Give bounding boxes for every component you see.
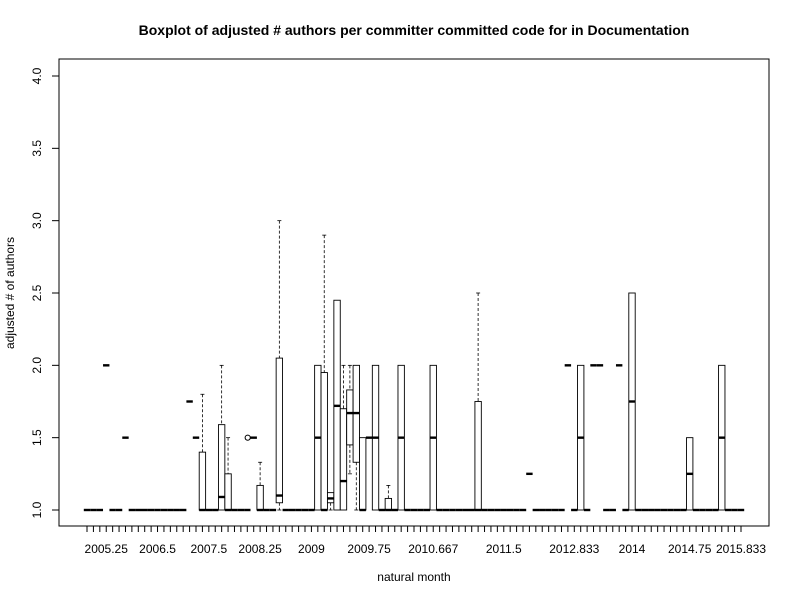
x-tick-label: 2007.5 xyxy=(190,542,227,556)
box-item xyxy=(244,434,257,441)
x-tick-label: 2014 xyxy=(619,542,646,556)
box-item xyxy=(429,364,437,511)
y-tick-label: 2.5 xyxy=(30,284,44,301)
box-rect xyxy=(339,408,348,511)
x-tick-label: 2011.5 xyxy=(486,542,522,556)
box-item xyxy=(198,393,207,512)
box-rect xyxy=(320,372,328,511)
boxes-group xyxy=(83,220,745,512)
box-item xyxy=(256,461,264,512)
box-item xyxy=(397,364,405,511)
box-item xyxy=(217,364,226,511)
x-tick-label: 2009 xyxy=(298,542,325,556)
chart-title: Boxplot of adjusted # authors per commit… xyxy=(139,22,690,38)
box-item xyxy=(371,364,380,511)
box-item xyxy=(224,437,232,512)
box-item xyxy=(384,485,393,512)
box-rect xyxy=(384,497,393,511)
box-item xyxy=(346,364,354,475)
outlier-point xyxy=(244,434,251,441)
x-tick-label: 2008.25 xyxy=(238,542,282,556)
y-axis-label: adjusted # of authors xyxy=(3,237,17,349)
x-tick-label: 2006.5 xyxy=(139,542,176,556)
y-tick-label: 1.0 xyxy=(30,501,44,518)
x-tick-label: 2005.25 xyxy=(85,542,129,556)
x-tick-label: 2012.833 xyxy=(549,542,599,556)
y-tick-label: 4.0 xyxy=(30,67,44,84)
box-item xyxy=(339,364,348,511)
box-rect xyxy=(217,424,226,511)
plot-frame xyxy=(58,58,770,527)
box-rect xyxy=(346,389,354,446)
x-axis-label: natural month xyxy=(377,570,450,584)
box-item xyxy=(359,437,367,512)
y-axis-ticks: 1.0 1.5 2.0 2.5 3.0 3.5 4.0 xyxy=(30,67,59,518)
y-tick-label: 3.5 xyxy=(30,140,44,157)
x-tick-label: 2009.75 xyxy=(347,542,391,556)
box-item xyxy=(326,492,335,511)
box-item xyxy=(628,292,636,511)
box-rect xyxy=(474,401,482,511)
box-item xyxy=(686,437,694,511)
box-item xyxy=(474,292,482,512)
box-item xyxy=(718,364,726,511)
y-tick-label: 3.0 xyxy=(30,212,44,229)
x-tick-label: 2014.75 xyxy=(668,542,712,556)
box-item xyxy=(275,220,284,511)
box-item xyxy=(577,364,585,511)
box-item xyxy=(352,364,360,511)
y-tick-label: 2.0 xyxy=(30,357,44,374)
x-tick-label: 2015.833 xyxy=(716,542,766,556)
box-rect xyxy=(224,473,232,511)
box-rect xyxy=(256,484,264,511)
box-rect xyxy=(359,437,367,511)
box-rect xyxy=(198,451,207,511)
x-tick-label: 2010.667 xyxy=(408,542,458,556)
box-rect xyxy=(275,357,284,504)
box-item xyxy=(314,364,322,511)
x-axis-ticks: 2005.25 2006.5 2007.5 2008.25 2009 2009.75 201… xyxy=(85,525,766,556)
y-tick-label: 1.5 xyxy=(30,429,44,446)
box-item xyxy=(333,299,341,511)
box-item xyxy=(320,234,328,512)
